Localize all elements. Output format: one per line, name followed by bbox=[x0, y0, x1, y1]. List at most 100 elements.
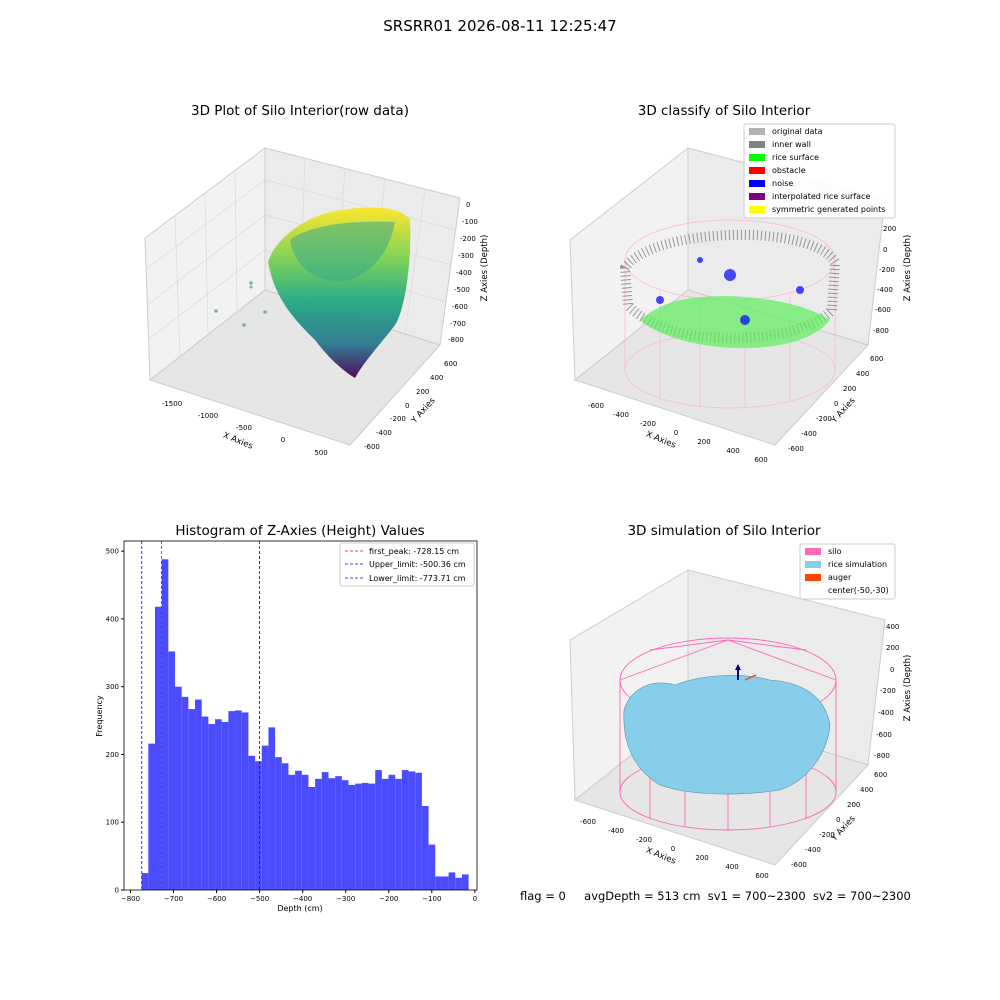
histogram-bar bbox=[428, 844, 436, 890]
x-tick-label: −700 bbox=[164, 895, 183, 903]
histogram-bar bbox=[168, 651, 176, 890]
histogram-bar bbox=[441, 876, 449, 890]
svg-text:600: 600 bbox=[755, 872, 768, 880]
noise-points bbox=[656, 257, 804, 325]
svg-text:-200: -200 bbox=[880, 687, 896, 695]
histogram-bar bbox=[268, 727, 276, 890]
svg-text:-300: -300 bbox=[458, 252, 474, 260]
legend-label-silo: silo bbox=[828, 547, 842, 556]
sim-y-label: Y Axies bbox=[829, 813, 858, 844]
y-tick-label: 400 bbox=[106, 615, 119, 623]
status-footer: flag = 0 avgDepth = 513 cm sv1 = 700~230… bbox=[520, 889, 911, 903]
legend-swatch-rice-surface bbox=[749, 154, 765, 161]
raw-y-ticks: 600 400 200 0 -200 -400 -600 bbox=[364, 360, 457, 451]
legend-label-noise: noise bbox=[772, 179, 793, 188]
svg-text:-600: -600 bbox=[788, 445, 804, 453]
rice-simulation-surface bbox=[623, 675, 831, 795]
sv1-text: sv1 = 700~2300 bbox=[707, 889, 806, 903]
histogram-bar bbox=[401, 770, 409, 890]
histogram-bar bbox=[188, 709, 196, 890]
histogram-bar bbox=[248, 755, 256, 890]
svg-text:0: 0 bbox=[890, 666, 894, 674]
y-tick-label: 500 bbox=[106, 548, 119, 556]
x-tick-label: −300 bbox=[336, 895, 355, 903]
svg-text:-400: -400 bbox=[613, 411, 629, 419]
svg-text:-600: -600 bbox=[875, 306, 891, 314]
histogram-bar bbox=[355, 783, 362, 890]
classify-legend: original data inner wall rice surface ob… bbox=[743, 123, 896, 219]
histogram-bar bbox=[328, 778, 336, 890]
svg-text:-600: -600 bbox=[364, 443, 380, 451]
svg-text:-800: -800 bbox=[448, 336, 464, 344]
svg-text:400: 400 bbox=[430, 374, 443, 382]
svg-text:0: 0 bbox=[674, 429, 678, 437]
center-arrow-icon bbox=[735, 664, 741, 670]
histogram-legend: first_peak: -728.15 cm Upper_limit: -500… bbox=[339, 542, 475, 587]
svg-text:600: 600 bbox=[444, 360, 457, 368]
legend-label-lower-limit: Lower_limit: -773.71 cm bbox=[369, 574, 466, 583]
svg-text:600: 600 bbox=[754, 456, 767, 464]
histogram-y-ticks: 0 100 200 300 400 500 bbox=[106, 548, 124, 895]
y-tick-label: 100 bbox=[106, 819, 119, 827]
y-tick-label: 0 bbox=[115, 887, 119, 895]
svg-text:400: 400 bbox=[860, 786, 873, 794]
svg-text:-400: -400 bbox=[376, 429, 392, 437]
histogram-bar bbox=[421, 805, 429, 890]
histogram-bar bbox=[208, 723, 216, 890]
svg-text:400: 400 bbox=[726, 447, 739, 455]
histogram-bar bbox=[154, 606, 162, 890]
histogram-bar bbox=[261, 745, 269, 890]
svg-text:-800: -800 bbox=[873, 327, 889, 335]
svg-text:200: 200 bbox=[847, 801, 860, 809]
histogram-x-ticks: −800 −700 −600 −500 −400 −300 −200 −100 0 bbox=[121, 890, 477, 903]
legend-label-original: original data bbox=[772, 127, 823, 136]
legend-label-center: center(-50,-30) bbox=[828, 586, 889, 595]
svg-text:0: 0 bbox=[883, 246, 887, 254]
svg-text:400: 400 bbox=[886, 623, 899, 631]
y-tick-label: 200 bbox=[106, 751, 119, 759]
histogram-bar bbox=[181, 696, 189, 890]
legend-swatch-original bbox=[749, 128, 765, 135]
x-tick-label: −400 bbox=[293, 895, 312, 903]
x-tick-label: 0 bbox=[473, 895, 477, 903]
histogram-bar bbox=[335, 776, 342, 890]
raw-x-label: X Axies bbox=[221, 431, 254, 452]
svg-text:-600: -600 bbox=[791, 861, 807, 869]
svg-text:-400: -400 bbox=[608, 827, 624, 835]
raw-z-ticks: 0 -100 -200 -300 -400 -500 -600 -700 -80… bbox=[448, 201, 478, 344]
sim-panel-title: 3D simulation of Silo Interior bbox=[627, 523, 821, 539]
histogram-y-label: Frequency bbox=[95, 695, 104, 737]
svg-text:200: 200 bbox=[697, 438, 710, 446]
legend-label-rice-surface: rice surface bbox=[772, 153, 819, 162]
histogram-bar bbox=[455, 877, 462, 890]
histogram-bar bbox=[255, 761, 262, 890]
histogram-bar bbox=[448, 872, 456, 890]
x-tick-label: −600 bbox=[207, 895, 226, 903]
raw-x-ticks: -1500 -1000 -500 0 500 bbox=[162, 400, 328, 457]
svg-text:0: 0 bbox=[281, 436, 285, 444]
legend-swatch-rice-sim bbox=[805, 561, 821, 568]
svg-text:400: 400 bbox=[725, 863, 738, 871]
svg-text:600: 600 bbox=[874, 771, 887, 779]
histogram-bar bbox=[195, 699, 202, 890]
legend-label-rice-sim: rice simulation bbox=[828, 560, 887, 569]
auger-line bbox=[744, 674, 757, 681]
svg-text:-700: -700 bbox=[450, 320, 466, 328]
svg-text:200: 200 bbox=[695, 854, 708, 862]
histogram-bar bbox=[375, 770, 382, 890]
svg-text:0: 0 bbox=[405, 402, 409, 410]
sim-z-label: Z Axies (Depth) bbox=[903, 655, 913, 722]
raw-panel-title: 3D Plot of Silo Interior(row data) bbox=[191, 103, 409, 119]
svg-text:0: 0 bbox=[836, 816, 840, 824]
x-tick-label: −100 bbox=[422, 895, 441, 903]
legend-label-interp: interpolated rice surface bbox=[772, 192, 870, 201]
svg-text:-400: -400 bbox=[456, 269, 472, 277]
histogram-bar bbox=[235, 710, 242, 890]
classify-3d-plot: -600 -400 -200 0 200 400 600 X Axies 600… bbox=[569, 123, 913, 464]
histogram-bar bbox=[221, 721, 229, 890]
svg-text:-200: -200 bbox=[460, 235, 476, 243]
svg-text:-500: -500 bbox=[454, 286, 470, 294]
svg-text:500: 500 bbox=[314, 449, 327, 457]
histogram-bar bbox=[321, 772, 329, 890]
histogram-bar bbox=[368, 783, 376, 890]
